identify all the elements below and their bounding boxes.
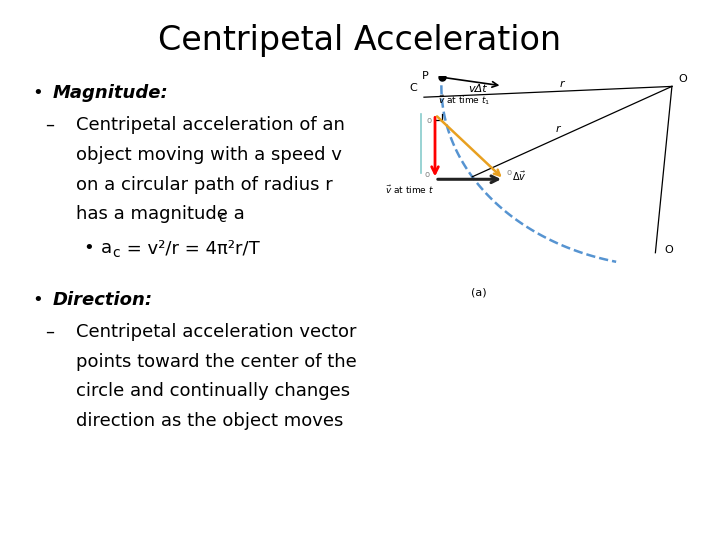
Text: P: P [422,71,428,82]
Text: o: o [427,116,432,125]
Text: –: – [45,116,53,134]
Text: $\Delta\vec{v}$: $\Delta\vec{v}$ [512,170,527,184]
Text: Direction:: Direction: [53,291,153,308]
Text: direction as the object moves: direction as the object moves [76,412,343,430]
Text: r: r [559,79,564,90]
Text: Centripetal Acceleration: Centripetal Acceleration [158,24,562,57]
Text: Centripetal acceleration of an: Centripetal acceleration of an [76,116,344,134]
Text: C: C [409,83,417,93]
Text: –: – [45,323,53,341]
Text: •: • [32,291,43,308]
Text: r: r [556,124,561,133]
Text: = v²/r = 4π²r/T: = v²/r = 4π²r/T [121,239,260,257]
Text: o: o [424,170,429,179]
Text: circle and continually changes: circle and continually changes [76,382,350,400]
Text: points toward the center of the: points toward the center of the [76,353,356,370]
Text: (a): (a) [472,288,487,298]
Text: c: c [218,211,226,225]
Text: on a circular path of radius r: on a circular path of radius r [76,176,333,193]
Text: a: a [101,239,112,257]
Text: has a magnitude a: has a magnitude a [76,205,244,223]
Text: •: • [32,84,43,102]
Text: $\vec{v}$ at time $t_1$: $\vec{v}$ at time $t_1$ [438,93,490,107]
Text: Centripetal acceleration vector: Centripetal acceleration vector [76,323,356,341]
Text: vΔt: vΔt [468,84,487,94]
Text: Magnitude:: Magnitude: [53,84,168,102]
Text: •: • [83,239,94,257]
Text: o: o [507,168,512,177]
Text: object moving with a speed v: object moving with a speed v [76,146,341,164]
Text: O: O [665,245,673,255]
Text: c: c [112,246,120,260]
Text: $\vec{v}$ at time $t$: $\vec{v}$ at time $t$ [385,184,434,197]
Text: O: O [678,74,688,84]
